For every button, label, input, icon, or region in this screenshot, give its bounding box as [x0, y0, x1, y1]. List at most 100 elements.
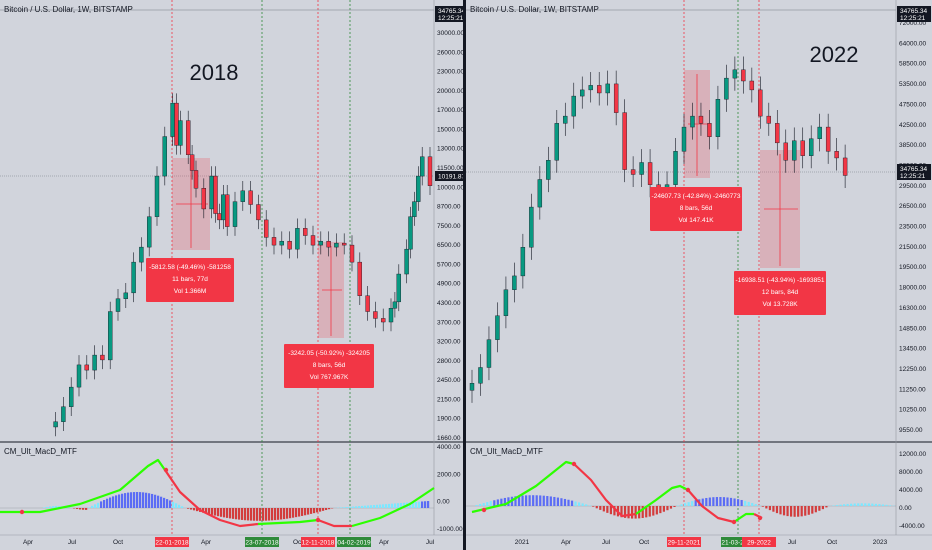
- macd-histogram-bar: [514, 496, 517, 506]
- macd-histogram-bar: [130, 492, 133, 508]
- macd-histogram-bar: [427, 501, 430, 508]
- candle-body: [420, 156, 425, 177]
- price-tag-box: [897, 6, 931, 22]
- macd-histogram-bar: [673, 506, 676, 507]
- macd-histogram-bar: [811, 506, 814, 514]
- price-axis-label: 38500.00: [899, 142, 926, 149]
- macd-histogram-bar: [106, 498, 109, 508]
- measure-label-line1: -24607.73 (-42.84%) -2460773: [652, 193, 741, 200]
- chart-panel-2018: -5812.58 (-49.46%) -581258 11 bars, 77d Vo…: [0, 0, 464, 550]
- current-time-tag: 12:25:21: [900, 173, 926, 180]
- candle-body: [123, 292, 129, 299]
- macd-histogram-bar: [289, 508, 292, 519]
- macd-histogram-bar: [235, 508, 238, 520]
- price-axis-label: 72000.00: [899, 20, 926, 27]
- candle-body: [295, 228, 300, 250]
- price-axis-label: 23000.00: [437, 69, 464, 76]
- macd-histogram-bar: [190, 508, 193, 510]
- macd-histogram-bar: [775, 506, 779, 514]
- price-axis-label: 2800.00: [437, 358, 461, 365]
- macd-histogram-bar: [223, 508, 226, 518]
- candle-body: [303, 228, 308, 236]
- macd-histogram-bar: [648, 506, 651, 517]
- macd-histogram-bar: [307, 508, 310, 515]
- macd-histogram-bar: [376, 504, 379, 508]
- macd-histogram-bar: [864, 503, 867, 506]
- candle-body: [76, 364, 82, 388]
- measure-label-line3: Vol 1.366M: [174, 288, 207, 295]
- macd-histogram-bar: [151, 493, 154, 508]
- time-axis-label: Oct: [639, 539, 649, 546]
- macd-histogram-bar: [835, 505, 839, 506]
- macd-histogram-bar: [765, 506, 768, 509]
- macd-histogram-bar: [874, 503, 877, 506]
- macd-histogram-bar: [301, 508, 304, 516]
- macd-histogram-bar: [758, 505, 761, 506]
- candle-body: [318, 240, 323, 246]
- price-axis-label: 23500.00: [899, 224, 926, 231]
- macd-histogram-bar: [779, 506, 782, 515]
- measure-label-line2: 8 bars, 56d: [680, 205, 713, 212]
- date-tag-box-4: [337, 537, 371, 547]
- candle-body: [388, 308, 394, 323]
- macd-histogram-bar: [361, 505, 364, 508]
- macd-histogram-bar: [662, 506, 665, 512]
- time-axis-label: 2021: [515, 539, 530, 546]
- macd-histogram-bar: [157, 495, 160, 508]
- macd-histogram-bar: [542, 495, 545, 506]
- candle-body: [622, 112, 627, 170]
- macd-histogram-bar: [793, 506, 796, 517]
- macd-histogram-bar: [238, 508, 241, 520]
- macd-histogram-bar: [701, 498, 704, 506]
- macd-axis-label: -1000.00: [437, 526, 463, 533]
- price-axis-label: 1900.00: [437, 416, 461, 423]
- candle-body: [217, 213, 222, 221]
- candle-body: [92, 354, 97, 371]
- candle-body: [775, 123, 780, 144]
- candle-body: [221, 194, 226, 221]
- macd-histogram-bar: [412, 502, 415, 508]
- macd-histogram-bar: [79, 508, 82, 510]
- year-annotation: 2018: [190, 60, 239, 85]
- macd-histogram-bar: [652, 506, 655, 516]
- macd-histogram-bar: [539, 495, 542, 506]
- macd-histogram-bar: [265, 508, 268, 521]
- price-axis-label: 21500.00: [899, 244, 926, 251]
- candle-body: [53, 421, 58, 428]
- macd-line-segment-3: [635, 484, 689, 515]
- macd-histogram-bar: [316, 508, 319, 513]
- candle-body: [396, 273, 401, 303]
- macd-histogram-bar: [729, 497, 733, 506]
- price-tag: 34765.34: [900, 8, 927, 15]
- candle-body: [256, 204, 261, 221]
- time-tag: 12:25:21: [900, 15, 926, 22]
- macd-histogram-bar: [286, 508, 289, 519]
- candle-body: [310, 235, 316, 246]
- price-axis-label: 6500.00: [437, 242, 461, 249]
- macd-axis-label: 0.00: [437, 499, 450, 506]
- macd-histogram-bar: [666, 506, 669, 511]
- macd-axis-label: 8000.00: [899, 469, 923, 476]
- candle-body: [408, 216, 413, 250]
- measure-label-box-2: [284, 344, 374, 388]
- macd-histogram-bar: [680, 504, 683, 506]
- macd-histogram-bar: [214, 508, 217, 516]
- macd-histogram-bar: [592, 506, 595, 507]
- macd-histogram-bar: [694, 500, 697, 506]
- macd-histogram-bar: [853, 503, 856, 506]
- measure-label-line1: -5812.58 (-49.46%) -581258: [149, 264, 231, 271]
- macd-histogram-bar: [340, 507, 343, 508]
- macd-histogram-bar: [259, 508, 262, 521]
- macd-histogram-bar: [424, 501, 427, 508]
- macd-histogram-bar: [247, 508, 250, 521]
- macd-histogram-bar: [229, 508, 232, 519]
- candle-body: [732, 69, 738, 79]
- price-axis-label: 11500.00: [437, 165, 464, 172]
- macd-histogram-bar: [832, 505, 835, 506]
- macd-histogram-bar: [325, 508, 328, 511]
- macd-histogram-bar: [277, 508, 280, 520]
- macd-histogram-bar: [358, 506, 361, 508]
- time-axis-label: Oct: [827, 539, 837, 546]
- candle-body: [800, 140, 805, 156]
- macd-histogram-bar: [744, 500, 747, 506]
